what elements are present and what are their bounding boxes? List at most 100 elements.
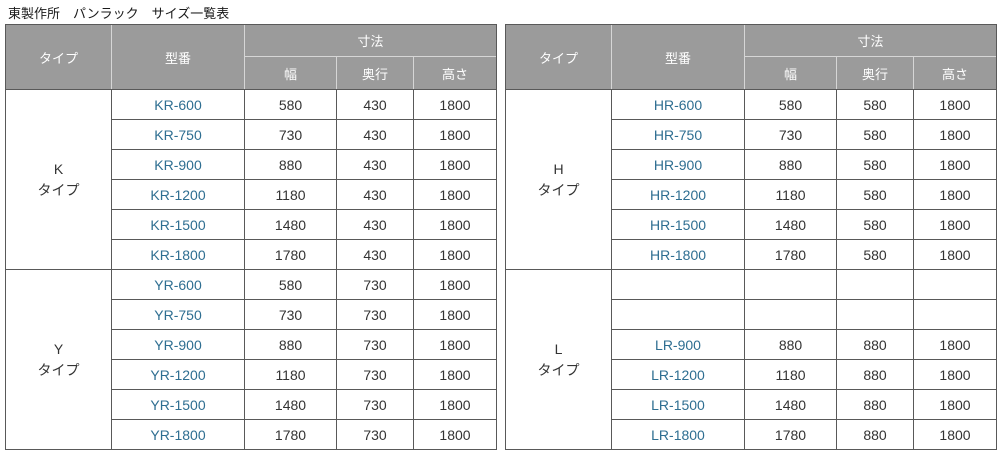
table-row: YR-1200 1180 730 1800 [6,359,496,389]
table-row: LR-1200 1180 880 1800 [506,359,996,389]
model-cell: KR-600 [112,89,245,119]
header-model: 型番 [612,25,745,89]
height-cell: 1800 [914,119,996,149]
height-cell: 1800 [914,359,996,389]
model-link[interactable]: YR-600 [154,276,202,293]
model-cell: YR-600 [112,269,245,299]
model-cell: HR-750 [612,119,745,149]
width-cell [745,269,837,299]
table-row: K タイプ KR-600 580 430 1800 [6,89,496,269]
size-table-right: タイプ 型番 寸法 幅 奥行 高さ H タイプ HR-600 580 580 1… [505,24,997,450]
depth-cell: 730 [337,329,414,359]
model-cell: YR-1200 [112,359,245,389]
depth-cell: 730 [337,359,414,389]
height-cell: 1800 [914,89,996,119]
model-link[interactable]: KR-750 [154,126,202,143]
model-link[interactable]: YR-1200 [150,366,206,383]
depth-cell: 730 [337,389,414,419]
width-cell: 1780 [745,239,837,269]
table-row: KR-1200 1180 430 1800 [6,179,496,209]
model-link[interactable]: YR-750 [154,306,202,323]
model-link[interactable]: KR-1200 [150,186,206,203]
model-link[interactable]: HR-900 [653,156,703,173]
page-title: 東製作所 パンラック サイズ一覧表 [8,6,230,21]
table-row: YR-1500 1480 730 1800 [6,389,496,419]
width-cell: 1180 [245,359,337,389]
table-row: LR-1500 1480 880 1800 [506,389,996,419]
model-link[interactable]: LR-1800 [651,426,705,443]
height-cell: 1800 [414,89,496,119]
model-link[interactable]: LR-900 [655,336,701,353]
model-link[interactable]: KR-600 [154,96,202,113]
header-depth: 奥行 [337,57,414,89]
depth-cell: 430 [337,239,414,269]
depth-cell: 580 [837,209,914,239]
model-link[interactable]: HR-750 [653,126,703,143]
table-row: LR-1800 1780 880 1800 [506,419,996,449]
header-row: 幅 奥行 高さ [6,57,496,89]
header-type: タイプ [6,25,112,89]
model-link[interactable]: LR-1500 [651,396,705,413]
table-row: HR-1200 1180 580 1800 [506,179,996,209]
width-cell: 1480 [245,209,337,239]
model-cell: LR-1200 [612,359,745,389]
depth-cell: 880 [837,389,914,419]
depth-cell: 730 [337,269,414,299]
height-cell [914,269,996,299]
height-cell: 1800 [414,299,496,329]
width-cell: 1180 [745,359,837,389]
table-row: KR-750 730 430 1800 [6,119,496,149]
table-row: HR-750 730 580 1800 [506,119,996,149]
table-row: H タイプ HR-600 580 580 1800 [506,89,996,269]
header-type: タイプ [506,25,612,89]
model-cell: LR-900 [612,329,745,359]
model-cell: KR-750 [112,119,245,149]
width-cell: 580 [245,89,337,119]
table-row: HR-900 880 580 1800 [506,149,996,179]
height-cell: 1800 [414,269,496,299]
header-dimensions: 寸法 [245,25,496,57]
depth-cell: 430 [337,149,414,179]
model-link[interactable]: HR-1500 [649,216,707,233]
model-link[interactable]: KR-900 [154,156,202,173]
height-cell: 1800 [914,419,996,449]
model-link[interactable]: KR-1500 [150,216,206,233]
header-row: 幅 奥行 高さ [506,57,996,89]
model-link[interactable]: HR-600 [653,96,703,113]
model-cell: KR-900 [112,149,245,179]
height-cell: 1800 [414,389,496,419]
height-cell: 1800 [914,209,996,239]
width-cell: 1780 [745,419,837,449]
model-link[interactable]: YR-1500 [150,396,206,413]
width-cell [745,299,837,329]
model-link[interactable]: KR-1800 [150,246,206,263]
type-cell-y: Y タイプ [6,269,112,449]
table-row: YR-1800 1780 730 1800 [6,419,496,449]
model-link[interactable]: HR-1200 [649,186,707,203]
header-row: タイプ 型番 寸法 [506,25,996,89]
model-link[interactable]: YR-900 [154,336,202,353]
depth-cell [837,299,914,329]
model-link[interactable]: LR-1200 [651,366,705,383]
width-cell: 1780 [245,419,337,449]
depth-cell: 730 [337,299,414,329]
model-link[interactable]: HR-1800 [649,246,707,263]
height-cell: 1800 [914,329,996,359]
header-height: 高さ [414,57,496,89]
width-cell: 880 [245,149,337,179]
header-dimensions: 寸法 [745,25,996,57]
height-cell: 1800 [414,209,496,239]
model-link[interactable]: YR-1800 [150,426,206,443]
size-table-left: タイプ 型番 寸法 幅 奥行 高さ K タイプ KR-600 580 430 1… [5,24,497,450]
model-cell: KR-1200 [112,179,245,209]
depth-cell: 580 [837,119,914,149]
depth-cell: 730 [337,419,414,449]
model-cell: HR-1500 [612,209,745,239]
height-cell: 1800 [414,239,496,269]
height-cell: 1800 [414,359,496,389]
model-cell: HR-600 [612,89,745,119]
model-cell: KR-1500 [112,209,245,239]
table-row: KR-1500 1480 430 1800 [6,209,496,239]
width-cell: 730 [745,119,837,149]
model-cell: KR-1800 [112,239,245,269]
